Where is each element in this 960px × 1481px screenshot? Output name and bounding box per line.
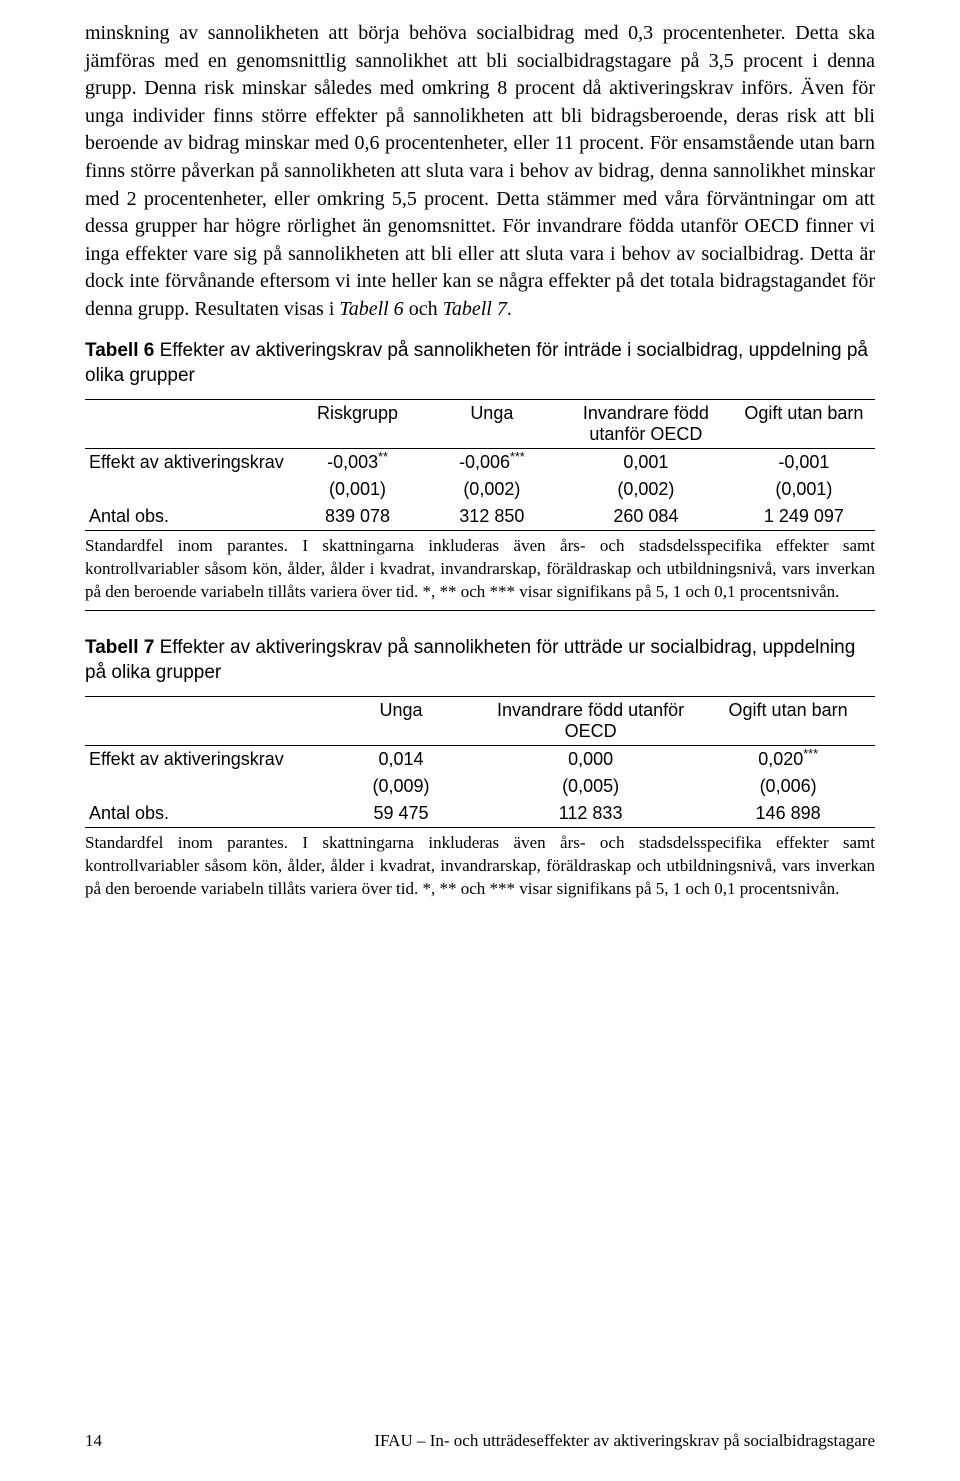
table7-h1: Unga: [322, 696, 480, 745]
table6-r3c3: 260 084: [559, 503, 733, 531]
table7: Unga Invandrare född utanför OECD Ogift …: [85, 696, 875, 828]
table7-r1-label: Effekt av aktiveringskrav: [85, 745, 322, 773]
table6-caption-label: Tabell 6: [85, 340, 154, 361]
table6-r1c3: 0,001: [559, 448, 733, 476]
table6-caption-text: Effekter av aktiveringskrav på sannolikh…: [85, 340, 868, 387]
table7-r1c3: 0,020***: [701, 745, 875, 773]
table6-r2c2: (0,002): [425, 476, 559, 503]
table7-header-row: Unga Invandrare född utanför OECD Ogift …: [85, 696, 875, 745]
table7-r1c2: 0,000: [480, 745, 701, 773]
table6-r2c3: (0,002): [559, 476, 733, 503]
ref-tabell6: Tabell 6: [339, 298, 403, 320]
table6-r2c0: [85, 476, 290, 503]
table-row: Antal obs. 59 475 112 833 146 898: [85, 800, 875, 828]
body-text-main: minskning av sannolikheten att börja beh…: [85, 22, 875, 320]
table-row: Effekt av aktiveringskrav 0,014 0,000 0,…: [85, 745, 875, 773]
table6-header-row: Riskgrupp Unga Invandrare född utanför O…: [85, 399, 875, 448]
table6-r1-label: Effekt av aktiveringskrav: [85, 448, 290, 476]
table7-r2c3: (0,006): [701, 773, 875, 800]
table6-h3: Invandrare född utanför OECD: [559, 399, 733, 448]
table6-r1c4: -0,001: [733, 448, 875, 476]
table6-r2c4: (0,001): [733, 476, 875, 503]
table7-r3-label: Antal obs.: [85, 800, 322, 828]
table6-r3c2: 312 850: [425, 503, 559, 531]
table7-r1c1: 0,014: [322, 745, 480, 773]
table6-caption: Tabell 6 Effekter av aktiveringskrav på …: [85, 338, 875, 389]
table7-h2: Invandrare född utanför OECD: [480, 696, 701, 745]
table6-h0: [85, 399, 290, 448]
table7-caption-label: Tabell 7: [85, 637, 154, 658]
body-text-mid: och: [404, 298, 443, 320]
body-paragraph: minskning av sannolikheten att börja beh…: [85, 20, 875, 324]
page-footer: 14 IFAU – In- och utträdeseffekter av ak…: [85, 1431, 875, 1451]
table7-r3c2: 112 833: [480, 800, 701, 828]
table7-h0: [85, 696, 322, 745]
table6-r1c1: -0,003**: [290, 448, 424, 476]
table-row: Effekt av aktiveringskrav -0,003** -0,00…: [85, 448, 875, 476]
table6-h1: Riskgrupp: [290, 399, 424, 448]
table6-r2c1: (0,001): [290, 476, 424, 503]
table6-r3c1: 839 078: [290, 503, 424, 531]
table7-r2c2: (0,005): [480, 773, 701, 800]
table7-r3c3: 146 898: [701, 800, 875, 828]
table6-h2: Unga: [425, 399, 559, 448]
table7-r3c1: 59 475: [322, 800, 480, 828]
body-text-end: .: [507, 298, 512, 320]
table6-h4: Ogift utan barn: [733, 399, 875, 448]
footer-text: IFAU – In- och utträdeseffekter av aktiv…: [374, 1431, 875, 1451]
table-row: (0,001) (0,002) (0,002) (0,001): [85, 476, 875, 503]
table-row: (0,009) (0,005) (0,006): [85, 773, 875, 800]
table7-caption: Tabell 7 Effekter av aktiveringskrav på …: [85, 635, 875, 686]
table7-caption-text: Effekter av aktiveringskrav på sannolikh…: [85, 637, 855, 684]
page-number: 14: [85, 1431, 102, 1451]
table6-note: Standardfel inom parantes. I skattningar…: [85, 535, 875, 611]
table6-r3-label: Antal obs.: [85, 503, 290, 531]
table6-r3c4: 1 249 097: [733, 503, 875, 531]
table6-r1c2: -0,006***: [425, 448, 559, 476]
ref-tabell7: Tabell 7: [443, 298, 507, 320]
table-row: Antal obs. 839 078 312 850 260 084 1 249…: [85, 503, 875, 531]
table7-r2c1: (0,009): [322, 773, 480, 800]
table7-note: Standardfel inom parantes. I skattningar…: [85, 832, 875, 901]
table7-h3: Ogift utan barn: [701, 696, 875, 745]
table6: Riskgrupp Unga Invandrare född utanför O…: [85, 399, 875, 531]
table7-r2c0: [85, 773, 322, 800]
